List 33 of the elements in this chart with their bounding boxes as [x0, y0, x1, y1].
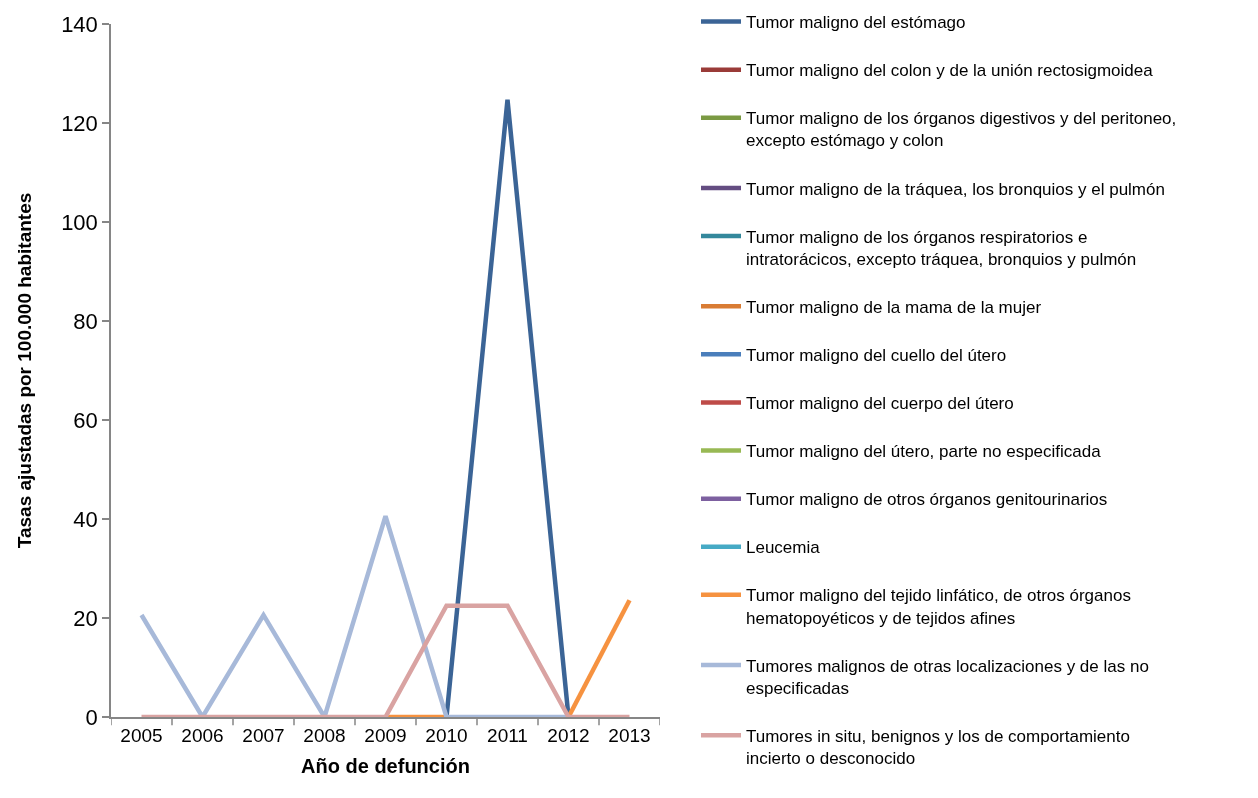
x-tick-label: 2007: [242, 724, 285, 746]
legend-label: Tumor maligno del tejido linfático, de otros órganos hematopoyéticos y de tejidos afines: [746, 586, 1131, 628]
legend-label: Tumores in situ, benignos y los de comportamiento incierto o desconocido: [746, 726, 1130, 768]
x-tick-label: 2013: [608, 724, 651, 746]
x-tick-label: 2012: [547, 724, 590, 746]
legend-label: Tumor maligno del cuello del útero: [746, 345, 1007, 365]
x-tick-label: 2008: [303, 724, 346, 746]
y-tick-label: 140: [61, 11, 98, 37]
x-tick-label: 2005: [120, 724, 163, 746]
legend-label: Leucemia: [746, 538, 821, 558]
x-tick-label: 2011: [487, 724, 528, 746]
legend-label: Tumor maligno de la tráquea, los bronquios y el pulmón: [746, 179, 1165, 199]
legend-label: Tumor maligno de los órganos digestivos y del peritoneo, excepto estómago y colon: [746, 109, 1177, 151]
x-tick-label: 2006: [181, 724, 224, 746]
y-axis-title: Tasas ajustadas por 100.000 habitantes: [14, 192, 36, 549]
y-tick-label: 60: [73, 407, 98, 433]
legend-label: Tumor maligno del útero, parte no especificada: [746, 442, 1102, 462]
legend-label: Tumor maligno del estómago: [746, 13, 966, 33]
x-tick-label: 2010: [425, 724, 468, 746]
y-tick-label: 100: [61, 209, 98, 235]
legend-label: Tumor maligno del colon y de la unión rectosigmoidea: [746, 61, 1154, 81]
y-tick-label: 40: [73, 506, 98, 532]
legend-label: Tumor maligno del cuerpo del útero: [746, 394, 1014, 414]
x-tick-label: 2009: [364, 724, 407, 746]
y-tick-label: 80: [73, 308, 98, 334]
y-tick-label: 0: [85, 704, 98, 730]
legend-label: Tumor maligno de otros órganos genitourinarios: [746, 490, 1108, 510]
y-tick-label: 120: [61, 110, 98, 136]
legend-label: Tumores malignos de otras localizaciones y de las no especificadas: [746, 656, 1149, 698]
legend-label: Tumor maligno de los órganos respiratorios e intratorácicos, excepto tráquea, bronquios y pulmón: [746, 227, 1137, 269]
x-axis-title: Año de defunción: [301, 754, 470, 777]
legend-label: Tumor maligno de la mama de la mujer: [746, 297, 1042, 317]
y-tick-label: 20: [73, 605, 98, 631]
